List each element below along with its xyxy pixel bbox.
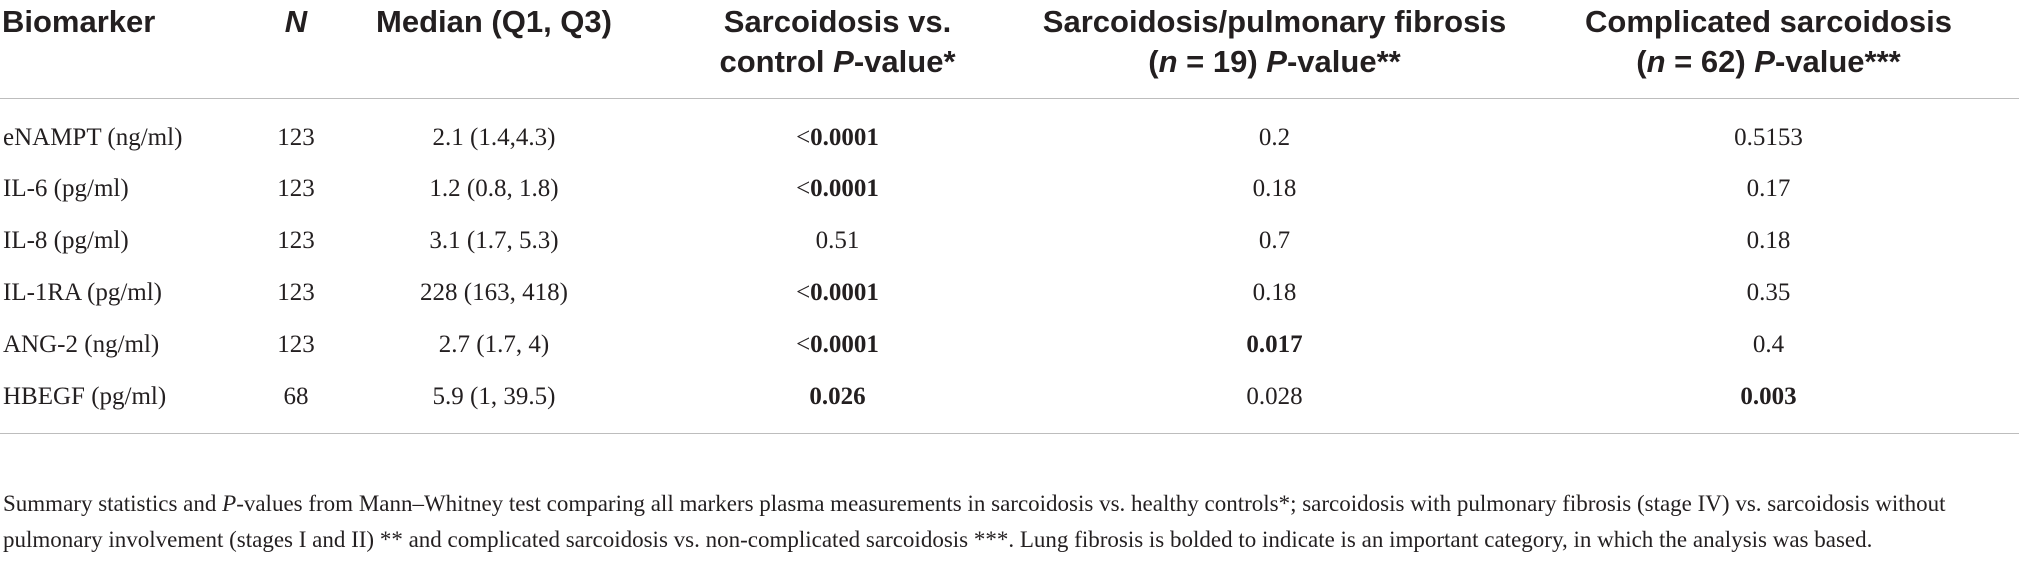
table-row: ANG-2 (ng/ml) 123 2.7 (1.7, 4) <0.0001 0… — [0, 319, 2019, 371]
header-col4-open: ( — [1148, 44, 1159, 79]
cell-p-complicated: 0.5153 — [1734, 124, 1803, 151]
cell-n: 123 — [277, 331, 315, 358]
header-row: Biomarker N Median (Q1, Q3) Sarcoidosis … — [0, 0, 2019, 99]
header-col5-p: P — [1754, 44, 1775, 79]
header-col5-post: -value*** — [1774, 44, 1901, 79]
header-pulmonary-fibrosis: Sarcoidosis/pulmonary fibrosis (n = 19) … — [1031, 0, 1518, 99]
header-col4-line1: Sarcoidosis/pulmonary fibrosis — [1042, 4, 1507, 39]
cell-p-control-prefix: < — [796, 175, 811, 202]
cell-p-control-value: 0.0001 — [810, 175, 879, 202]
table-header: Biomarker N Median (Q1, Q3) Sarcoidosis … — [0, 0, 2019, 99]
cell-p-control: 0.51 — [644, 215, 1031, 267]
cell-p-fibrosis: 0.017 — [1246, 331, 1303, 358]
header-n-label: N — [284, 4, 308, 39]
cell-n: 123 — [277, 124, 315, 151]
cell-median: 2.1 (1.4,4.3) — [432, 124, 556, 151]
cell-p-complicated: 0.17 — [1746, 175, 1791, 202]
header-col3-p: P — [833, 44, 854, 79]
footnote-p: P — [222, 491, 237, 516]
cell-p-control: <0.0001 — [644, 99, 1031, 164]
cell-n: 123 — [277, 227, 315, 254]
cell-median: 2.7 (1.7, 4) — [438, 331, 550, 358]
cell-n: 68 — [283, 383, 309, 410]
cell-p-complicated: 0.18 — [1746, 227, 1791, 254]
table-footnote: Summary statistics and P-values from Man… — [3, 486, 2015, 558]
header-col5-open: ( — [1636, 44, 1647, 79]
header-col3-line2-pre: control — [719, 44, 834, 79]
cell-p-control: 0.026 — [644, 371, 1031, 434]
header-col5-line1: Complicated sarcoidosis — [1585, 4, 1952, 39]
header-median: Median (Q1, Q3) — [376, 4, 612, 39]
cell-p-fibrosis: 0.028 — [1246, 383, 1303, 410]
cell-p-fibrosis: 0.18 — [1252, 175, 1297, 202]
cell-biomarker: eNAMPT (ng/ml) — [3, 124, 183, 151]
header-col4-n: n — [1158, 44, 1178, 79]
cell-p-control-prefix: < — [796, 331, 811, 358]
header-col4-p: P — [1266, 44, 1287, 79]
table-row: HBEGF (pg/ml) 68 5.9 (1, 39.5) 0.026 0.0… — [0, 371, 2019, 434]
cell-p-control-value: 0.0001 — [810, 124, 879, 151]
cell-p-control-value: 0.026 — [809, 383, 866, 410]
cell-p-fibrosis: 0.2 — [1258, 124, 1291, 151]
cell-biomarker: IL-6 (pg/ml) — [3, 175, 129, 202]
cell-p-control: <0.0001 — [644, 267, 1031, 319]
table-row: eNAMPT (ng/ml) 123 2.1 (1.4,4.3) <0.0001… — [0, 99, 2019, 164]
cell-n: 123 — [277, 279, 315, 306]
header-sarcoidosis-vs-control: Sarcoidosis vs. control P-value* — [644, 0, 1031, 99]
header-col4-post: -value** — [1286, 44, 1401, 79]
header-n: N — [248, 0, 344, 99]
cell-p-complicated: 0.4 — [1752, 331, 1785, 358]
table-row: IL-6 (pg/ml) 123 1.2 (0.8, 1.8) <0.0001 … — [0, 163, 2019, 215]
table-row: IL-1RA (pg/ml) 123 228 (163, 418) <0.000… — [0, 267, 2019, 319]
cell-p-fibrosis: 0.18 — [1252, 279, 1297, 306]
footnote-part2: -values from Mann–Whitney test comparing… — [3, 491, 1946, 552]
cell-p-control: <0.0001 — [644, 163, 1031, 215]
cell-p-control-prefix: < — [796, 124, 811, 151]
cell-median: 3.1 (1.7, 5.3) — [429, 227, 559, 254]
cell-p-control-value: 0.0001 — [810, 279, 879, 306]
cell-median: 5.9 (1, 39.5) — [432, 383, 556, 410]
cell-biomarker: ANG-2 (ng/ml) — [3, 331, 160, 358]
cell-biomarker: HBEGF (pg/ml) — [3, 383, 167, 410]
cell-p-complicated: 0.003 — [1740, 383, 1797, 410]
cell-p-control-value: 0.51 — [815, 227, 860, 254]
header-biomarker: Biomarker — [2, 4, 156, 39]
header-col3-line2-post: -value* — [853, 44, 956, 79]
cell-biomarker: IL-8 (pg/ml) — [3, 227, 129, 254]
header-complicated-sarcoidosis: Complicated sarcoidosis (n = 62) P-value… — [1518, 0, 2019, 99]
cell-p-control: <0.0001 — [644, 319, 1031, 371]
footnote-part1: Summary statistics and — [3, 491, 223, 516]
cell-median: 1.2 (0.8, 1.8) — [429, 175, 559, 202]
cell-p-complicated: 0.35 — [1746, 279, 1791, 306]
biomarker-table: Biomarker N Median (Q1, Q3) Sarcoidosis … — [0, 0, 2019, 434]
table-body: eNAMPT (ng/ml) 123 2.1 (1.4,4.3) <0.0001… — [0, 99, 2019, 434]
header-col4-mid: = 19) — [1177, 44, 1267, 79]
header-col5-n: n — [1646, 44, 1666, 79]
cell-p-control-value: 0.0001 — [810, 331, 879, 358]
table-row: IL-8 (pg/ml) 123 3.1 (1.7, 5.3) 0.51 0.7… — [0, 215, 2019, 267]
cell-n: 123 — [277, 175, 315, 202]
cell-p-fibrosis: 0.7 — [1258, 227, 1291, 254]
header-col3-line1: Sarcoidosis vs. — [723, 4, 952, 39]
cell-p-control-prefix: < — [796, 279, 811, 306]
cell-median: 228 (163, 418) — [420, 279, 568, 306]
header-col5-mid: = 62) — [1665, 44, 1755, 79]
cell-biomarker: IL-1RA (pg/ml) — [3, 279, 163, 306]
